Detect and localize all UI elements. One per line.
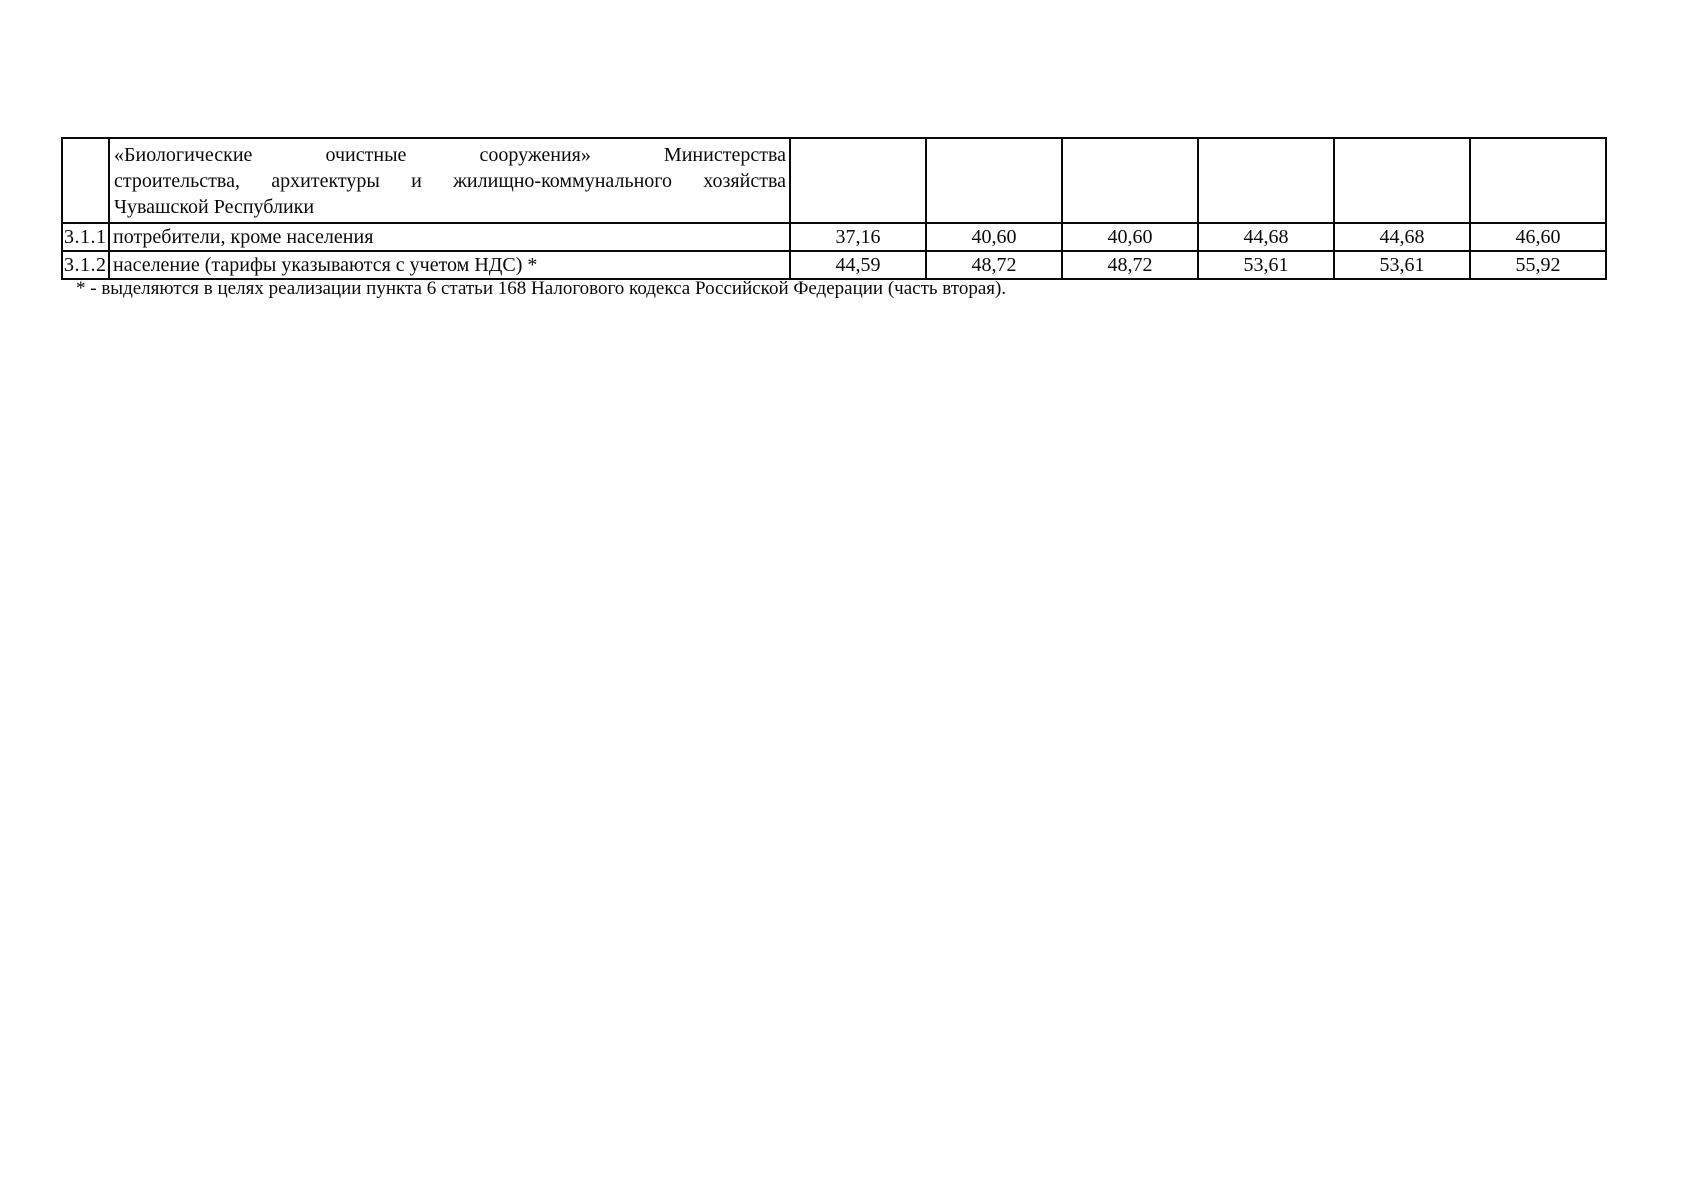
footnote: * - выделяются в целях реализации пункта… (76, 278, 1007, 299)
tariff-value-cell: 37,16 (789, 222, 927, 252)
header-value-cell (1197, 137, 1335, 224)
tariff-value-cell: 40,60 (1061, 222, 1199, 252)
tariff-value-cell: 55,92 (1469, 250, 1607, 280)
tariff-table: «Биологические очистные сооружения» Мини… (61, 137, 1607, 280)
header-num-cell (61, 137, 110, 224)
header-description-cell: «Биологические очистные сооружения» Мини… (108, 137, 791, 224)
table-row: 3.1.2. население (тарифы указываются с у… (61, 250, 1607, 280)
tariff-value-cell: 46,60 (1469, 222, 1607, 252)
header-value-cell (789, 137, 927, 224)
row-number-cell: 3.1.1. (61, 222, 110, 252)
table-header-row: «Биологические очистные сооружения» Мини… (61, 137, 1607, 224)
header-value-cell (925, 137, 1063, 224)
row-description-cell: население (тарифы указываются с учетом Н… (108, 250, 791, 280)
header-description-line: «Биологические очистные сооружения» Мини… (114, 144, 786, 166)
header-value-cell (1061, 137, 1199, 224)
header-description-line: Чувашской Республики (114, 196, 315, 218)
tariff-value-cell: 44,68 (1333, 222, 1471, 252)
header-value-cell (1469, 137, 1607, 224)
tariff-value-cell: 53,61 (1333, 250, 1471, 280)
header-value-cell (1333, 137, 1471, 224)
table-row: 3.1.1. потребители, кроме населения 37,1… (61, 222, 1607, 252)
tariff-value-cell: 44,59 (789, 250, 927, 280)
header-description-line: строительства, архитектуры и жилищно-ком… (114, 170, 786, 192)
tariff-value-cell: 48,72 (925, 250, 1063, 280)
row-description-cell: потребители, кроме населения (108, 222, 791, 252)
row-number-cell: 3.1.2. (61, 250, 110, 280)
tariff-value-cell: 48,72 (1061, 250, 1199, 280)
tariff-value-cell: 40,60 (925, 222, 1063, 252)
tariff-value-cell: 44,68 (1197, 222, 1335, 252)
tariff-value-cell: 53,61 (1197, 250, 1335, 280)
